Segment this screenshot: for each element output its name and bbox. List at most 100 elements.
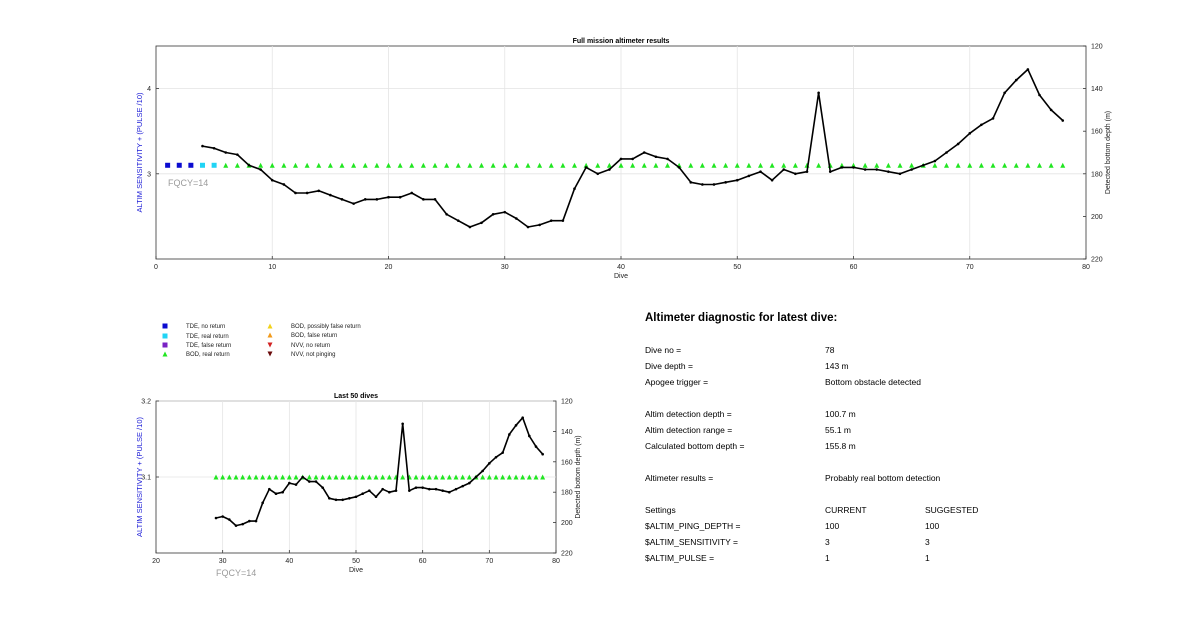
main-marker-bod-real-return (839, 162, 845, 168)
last50-depth-point (348, 496, 351, 500)
main-x-tick-label: 40 (617, 264, 625, 271)
main-depth-point (1014, 78, 1018, 82)
last50-marker-bod-real-return (380, 474, 386, 480)
main-marker-bod-real-return (711, 162, 717, 168)
main-marker-bod-real-return (932, 162, 938, 168)
main-depth-point (898, 172, 902, 176)
main-depth-point (422, 198, 425, 201)
last50-depth-point (508, 433, 511, 436)
main-marker-bod-real-return (978, 162, 984, 168)
main-depth-point (619, 157, 623, 161)
main-marker-bod-real-return (397, 162, 403, 168)
current-header: CURRENT (825, 505, 867, 515)
main-marker-bod-real-return (513, 162, 519, 168)
settings-label: Settings (645, 505, 676, 515)
last50-y2-tick-label: 180 (561, 490, 573, 497)
main-depth-point (1049, 108, 1053, 112)
main-depth-point (852, 166, 855, 169)
main-marker-bod-real-return (769, 162, 775, 168)
main-marker-bod-real-return (792, 162, 798, 168)
main-depth-point (910, 168, 913, 171)
main-depth-point (352, 202, 355, 205)
settings-header-row: Settings CURRENT SUGGESTED (645, 502, 1065, 518)
main-depth-point (491, 212, 495, 216)
main-marker-bod-real-return (944, 162, 949, 168)
last50-y-tick-label: 3.2 (141, 399, 151, 406)
last50-marker-bod-real-return (420, 474, 426, 480)
main-depth-point (573, 187, 576, 191)
last50-depth-point (334, 498, 338, 502)
calculated-depth-value: 155.8 m (825, 441, 856, 451)
main-x-tick-label: 70 (966, 264, 974, 271)
main-marker-bod-real-return (990, 162, 996, 168)
main-marker-bod-real-return (1002, 162, 1008, 168)
main-depth-point (677, 166, 681, 169)
main-marker-bod-real-return (781, 162, 787, 168)
main-marker-bod-real-return (420, 162, 426, 168)
main-marker-bod-real-return (641, 162, 647, 168)
last50-marker-bod-real-return (346, 474, 352, 480)
dive-depth-label: Dive depth = (645, 361, 693, 371)
setting-row-ping-depth: $ALTIM_PING_DEPTH = 100 100 (645, 518, 1065, 534)
detection-range-row: Altim detection range = 55.1 m (645, 422, 1065, 438)
main-depth-point (1038, 93, 1041, 97)
last50-marker-bod-real-return (240, 474, 246, 480)
last50-depth-point (274, 492, 278, 496)
last50-marker-bod-real-return (506, 474, 512, 480)
last50-marker-bod-real-return (540, 474, 546, 480)
main-depth-point (701, 183, 704, 186)
main-depth-point (503, 210, 507, 214)
last50-x-tick-label: 30 (219, 558, 227, 565)
main-depth-point (933, 159, 937, 163)
last50-depth-point (328, 496, 331, 500)
last50-depth-point (294, 483, 298, 486)
main-depth-point (689, 181, 693, 184)
setting-current: 100 (825, 521, 840, 531)
detection-range-value: 55.1 m (825, 425, 851, 435)
main-depth-point (456, 219, 460, 222)
main-marker-bod-real-return (955, 162, 961, 168)
main-depth-point (642, 151, 646, 154)
main-x-tick-label: 0 (154, 264, 158, 271)
main-depth-point (608, 168, 611, 171)
main-depth-point (770, 178, 774, 182)
main-depth-point (363, 198, 367, 201)
main-marker-bod-real-return (490, 162, 496, 168)
main-depth-point (887, 170, 890, 173)
main-marker-bod-real-return (223, 162, 229, 168)
main-marker-tde-real-return (211, 162, 217, 168)
main-marker-bod-real-return (467, 162, 473, 168)
main-depth-point (840, 166, 844, 169)
last50-marker-bod-real-return (366, 474, 372, 480)
main-y-tick-label: 4 (147, 86, 151, 93)
main-marker-bod-real-return (374, 162, 380, 168)
setting-current: 3 (825, 537, 830, 547)
last50-marker-bod-real-return (273, 474, 279, 480)
main-depth-point (759, 170, 762, 173)
calculated-depth-row: Calculated bottom depth = 155.8 m (645, 438, 1065, 454)
main-marker-bod-real-return (1048, 162, 1054, 168)
last50-depth-point (414, 486, 418, 489)
last50-marker-bod-real-return (486, 474, 492, 480)
main-marker-bod-real-return (386, 162, 391, 168)
main-marker-bod-real-return (362, 162, 368, 168)
main-depth-point (666, 157, 669, 161)
last50-depth-point (434, 487, 438, 491)
main-marker-bod-real-return (269, 162, 275, 168)
last50-marker-bod-real-return (400, 474, 406, 480)
legend-marker (267, 323, 273, 329)
legend-marker (162, 333, 168, 339)
diagnostic-title: Altimeter diagnostic for latest dive: (645, 312, 838, 324)
main-x-tick-label: 80 (1082, 264, 1090, 271)
main-marker-bod-real-return (630, 162, 636, 168)
last50-y2-axis-label: Detected bottom depth (m) (575, 435, 582, 518)
main-x-tick-label: 60 (850, 264, 858, 271)
main-chart-title: Full mission altimeter results (573, 38, 670, 45)
setting-suggested: 3 (925, 537, 930, 547)
legend-marker (267, 332, 273, 338)
main-depth-point (236, 153, 239, 156)
last50-marker-bod-real-return (313, 474, 319, 480)
main-depth-point (515, 217, 518, 220)
main-marker-bod-real-return (432, 162, 438, 168)
main-depth-point (468, 225, 472, 229)
